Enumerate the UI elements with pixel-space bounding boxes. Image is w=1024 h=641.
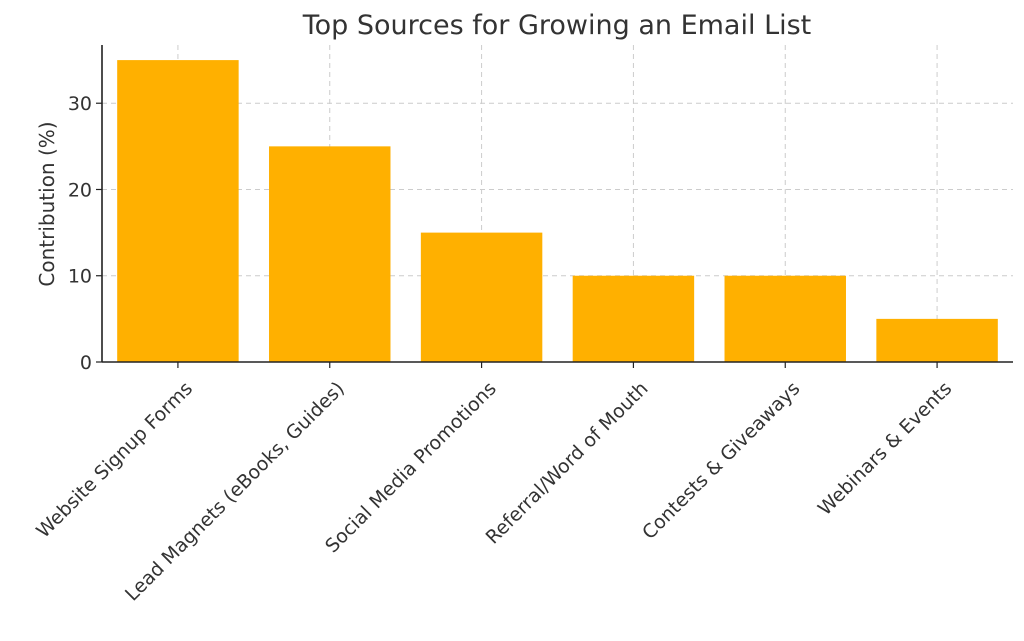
x-tick-label-3: Referral/Word of Mouth — [482, 378, 653, 549]
x-tick-label-5: Webinars & Events — [814, 378, 956, 520]
x-tick-label-0: Website Signup Forms — [32, 378, 197, 543]
axes — [96, 45, 1013, 368]
y-tick-label-0: 0 — [80, 352, 92, 374]
y-axis-label: Contribution (%) — [35, 121, 59, 286]
chart-title: Top Sources for Growing an Email List — [302, 10, 812, 41]
y-tick-label-3: 30 — [68, 93, 92, 115]
bar-2 — [420, 232, 543, 362]
bar-1 — [269, 146, 391, 362]
y-tick-label-1: 10 — [68, 266, 92, 288]
bar-4 — [724, 275, 846, 362]
y-tick-label-2: 20 — [68, 179, 92, 201]
bars — [117, 60, 998, 362]
bar-0 — [117, 60, 239, 362]
x-tick-label-2: Social Media Promotions — [321, 378, 501, 558]
bar-5 — [876, 318, 998, 362]
x-tick-label-4: Contests & Giveaways — [638, 378, 804, 544]
bar-3 — [572, 275, 695, 362]
